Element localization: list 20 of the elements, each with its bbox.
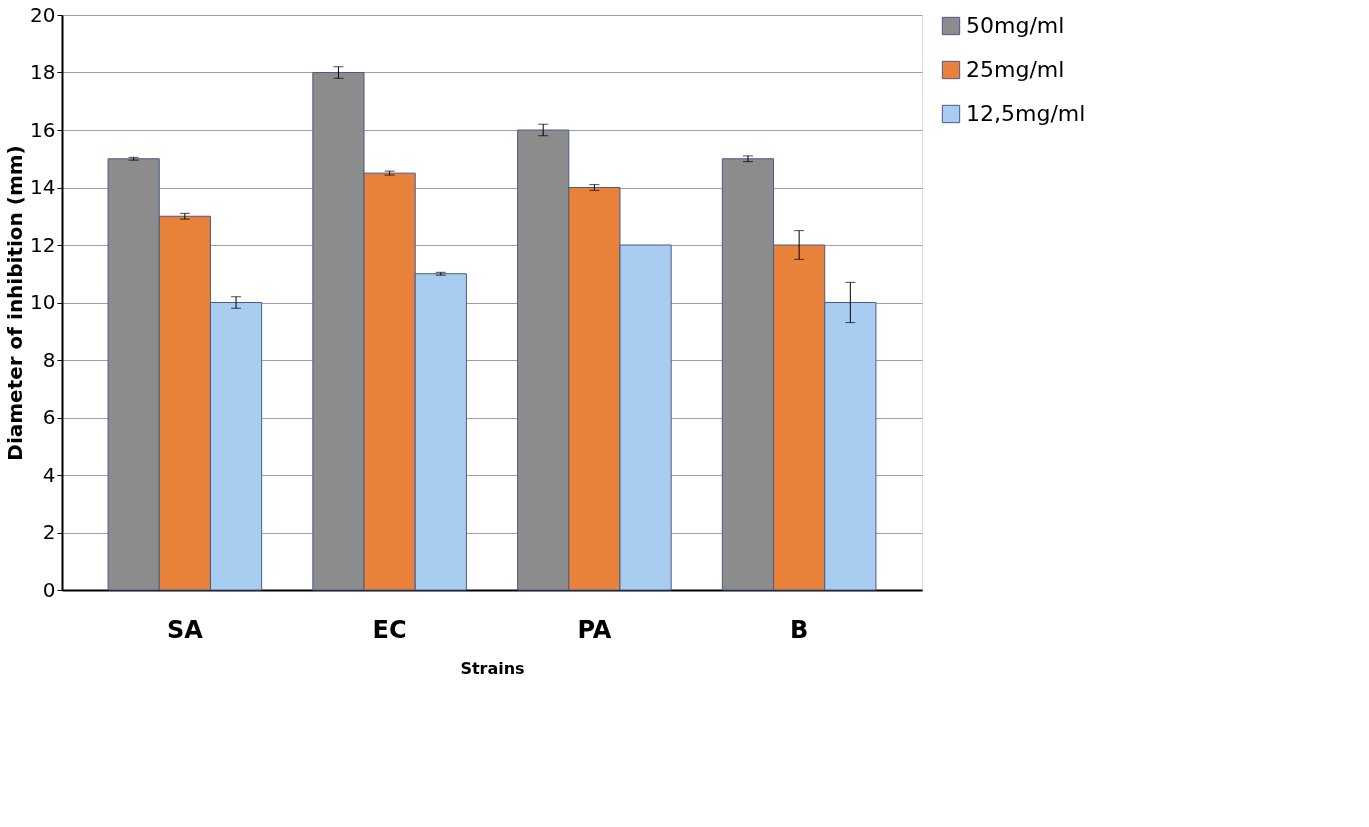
x-tick-label: EC [372,615,407,644]
x-tick-label: PA [577,615,612,644]
y-tick-label: 6 [42,405,56,429]
legend-label: 12,5mg/ml [966,101,1086,126]
y-tick-label: 4 [42,462,56,487]
y-tick-label: 8 [42,347,56,372]
y-axis-title: Diameter of inhibition (mm) [3,145,28,461]
x-axis-title: Strains [460,658,525,678]
legend-label: 50mg/ml [966,13,1065,38]
legend-label: 25mg/ml [966,57,1065,82]
y-tick-label: 10 [30,290,56,314]
y-tick-label: 0 [42,577,56,602]
y-tick-label: 14 [30,175,56,199]
y-tick-label: 16 [30,117,56,142]
y-tick-label: 12 [30,232,56,257]
y-tick-label: 2 [42,520,56,544]
y-tick-label: 20 [30,2,56,27]
x-tick-label: SA [166,615,204,644]
x-tick-label: B [789,615,809,644]
y-tick-label: 18 [30,60,56,84]
